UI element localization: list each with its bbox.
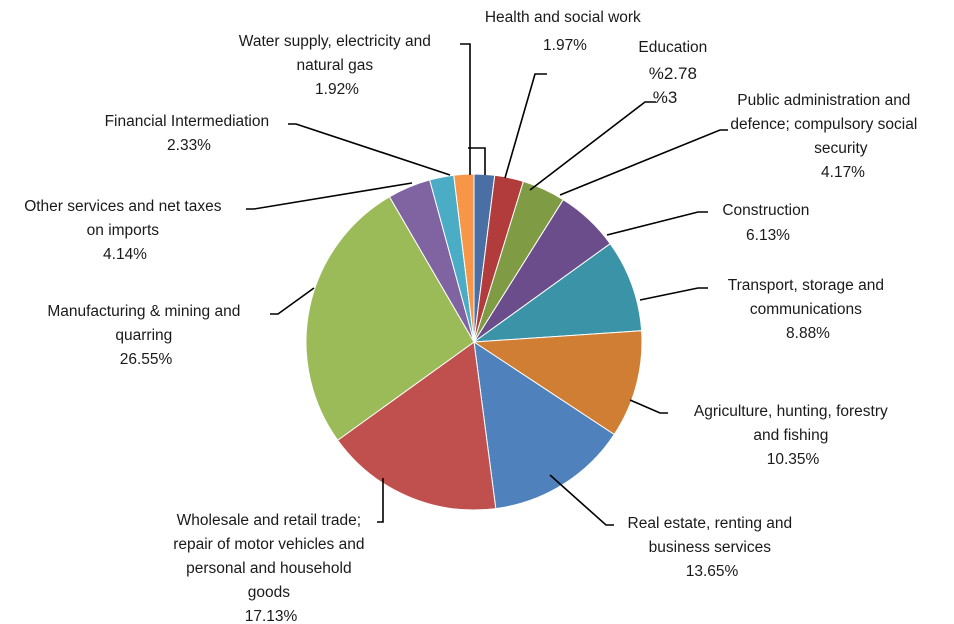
label-agriculture-value: 10.35%	[767, 451, 820, 468]
pie-slice-7	[473, 340, 615, 510]
pie-slices	[305, 173, 643, 511]
label-water-line1: Water supply, electricity and	[239, 33, 431, 50]
label-real-estate-value: 13.65%	[686, 563, 739, 580]
label-public-admin-value: 4.17%	[821, 164, 865, 181]
label-financial-line1: Financial Intermediation	[105, 113, 270, 130]
leader-public-admin-2	[559, 129, 728, 196]
label-wholesale-line2: repair of motor vehicles and	[173, 536, 364, 553]
pie-slice-12	[453, 173, 475, 343]
label-manufacturing-value: 26.55%	[120, 351, 173, 368]
leader-agriculture	[629, 399, 668, 414]
pie-slice-8	[337, 341, 497, 511]
label-construction: Construction 6.13%	[722, 202, 813, 244]
label-public-admin: Public administration and defence; compu…	[730, 92, 921, 181]
label-financial-value: 2.33%	[167, 137, 211, 154]
label-water-line2: natural gas	[296, 57, 373, 74]
label-transport-line1: Transport, storage and	[728, 277, 884, 294]
label-wholesale-line4: goods	[248, 584, 290, 601]
label-public-admin-line1: Public administration and	[737, 92, 910, 109]
label-health-value: 1.97%	[543, 37, 587, 54]
label-wholesale: Wholesale and retail trade; repair of mo…	[173, 512, 369, 624]
label-agriculture-line2: and fishing	[753, 427, 828, 444]
leader-water	[460, 43, 471, 175]
label-other-services-value: 4.14%	[103, 246, 147, 263]
label-wholesale-value: 17.13%	[245, 608, 298, 624]
label-water-value: 1.92%	[315, 81, 359, 98]
label-manufacturing-line1: Manufacturing & mining and	[47, 303, 240, 320]
label-public-admin-line3: security	[814, 140, 868, 157]
pie-slice-5	[472, 242, 643, 343]
label-manufacturing: Manufacturing & mining and quarring 26.5…	[47, 303, 244, 368]
label-public-admin-line2: defence; compulsory social	[730, 116, 917, 133]
label-real-estate: Real estate, renting and business servic…	[628, 515, 797, 580]
label-education-value2: %3	[653, 88, 678, 107]
label-financial: Financial Intermediation 2.33%	[105, 113, 274, 154]
leader-financial	[288, 123, 451, 176]
pie-slice-9	[305, 196, 475, 441]
leader-lines	[246, 43, 728, 526]
leader-manufacturing	[270, 287, 315, 315]
label-construction-value: 6.13%	[746, 227, 790, 244]
label-water: Water supply, electricity and natural ga…	[239, 33, 435, 98]
leader-construction	[606, 211, 708, 236]
label-health-line1: Health and social work	[485, 9, 641, 26]
label-education: Education %2.78 %3	[638, 39, 711, 107]
label-transport: Transport, storage and communications 8.…	[728, 277, 889, 342]
leader-education	[504, 73, 547, 179]
leader-other-services	[246, 182, 413, 210]
label-real-estate-line1: Real estate, renting and	[628, 515, 793, 532]
label-health: Health and social work 1.97%	[485, 9, 645, 54]
label-transport-line2: communications	[750, 301, 862, 318]
leader-public-admin	[529, 101, 656, 191]
label-real-estate-line2: business services	[649, 539, 772, 556]
label-transport-value: 8.88%	[786, 325, 830, 342]
label-other-services: Other services and net taxes on imports …	[24, 198, 226, 263]
leader-transport	[639, 287, 708, 301]
label-agriculture: Agriculture, hunting, forestry and fishi…	[694, 403, 892, 468]
leader-health	[468, 147, 486, 175]
slice-labels: Health and social work 1.97% Education %…	[24, 9, 921, 624]
label-education-line1: Education	[638, 39, 707, 56]
leader-real-estate	[549, 474, 614, 526]
pie-slice-6	[472, 330, 643, 436]
label-education-value: %2.78	[649, 64, 697, 83]
label-manufacturing-line2: quarring	[115, 327, 172, 344]
label-construction-line1: Construction	[722, 202, 809, 219]
label-wholesale-line3: personal and household	[186, 560, 351, 577]
leader-wholesale	[377, 478, 384, 523]
label-other-services-line1: Other services and net taxes	[24, 198, 222, 215]
label-agriculture-line1: Agriculture, hunting, forestry	[694, 403, 888, 420]
label-wholesale-line1: Wholesale and retail trade;	[177, 512, 361, 529]
label-other-services-line2: on imports	[87, 222, 160, 239]
